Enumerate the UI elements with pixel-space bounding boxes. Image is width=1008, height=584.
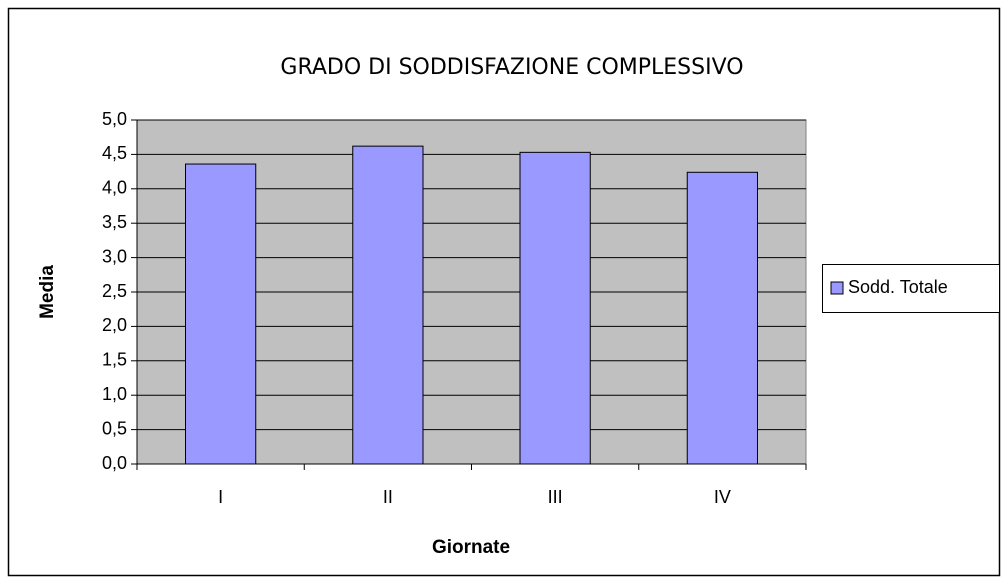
bar	[686, 171, 758, 465]
legend-swatch	[830, 281, 844, 295]
y-tick-label: 2,0	[102, 315, 127, 335]
x-tick-label: II	[383, 487, 393, 507]
bar	[352, 145, 424, 465]
y-tick-label: 0,0	[102, 453, 127, 473]
y-axis-label: Media	[37, 265, 58, 319]
y-tick-label: 4,5	[102, 143, 127, 163]
y-tick-label: 3,0	[102, 246, 127, 266]
y-tick-label: 5,0	[102, 109, 127, 129]
legend-label: Sodd. Totale	[848, 277, 948, 297]
legend-box	[822, 264, 1000, 313]
y-tick-label: 3,5	[102, 212, 127, 232]
x-tick-label: IV	[714, 487, 731, 507]
y-tick-label: 1,5	[102, 350, 127, 370]
y-tick-label: 2,5	[102, 281, 127, 301]
bar	[519, 151, 591, 465]
y-tick-label: 0,5	[102, 418, 127, 438]
bar	[185, 163, 257, 465]
x-axis-label: Giornate	[432, 537, 510, 558]
y-tick-label: 1,0	[102, 384, 127, 404]
x-tick-label: I	[218, 487, 223, 507]
chart-title: GRADO DI SODDISFAZIONE COMPLESSIVO	[280, 55, 743, 80]
x-tick-label: III	[548, 487, 563, 507]
y-tick-label: 4,0	[102, 178, 127, 198]
